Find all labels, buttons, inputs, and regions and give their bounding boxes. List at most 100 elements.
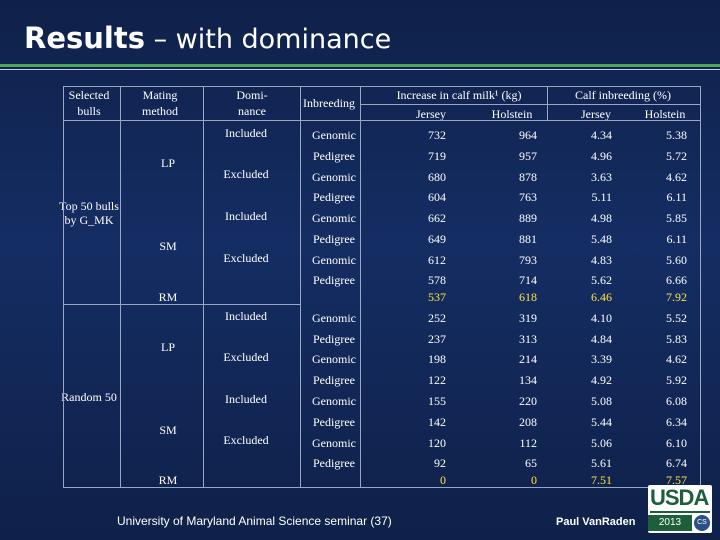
label-excluded: Excluded	[223, 350, 269, 364]
table-cell: 649	[428, 232, 446, 246]
table-cell: 5.11	[591, 190, 612, 204]
title-rule-thin	[0, 69, 720, 70]
table-grid-line	[63, 86, 64, 487]
title-sub: – with dominance	[144, 24, 392, 55]
label-genomic: Genomic	[312, 253, 356, 267]
table-cell: 5.85	[666, 211, 687, 225]
label-pedigree: Pedigree	[313, 456, 355, 470]
label-included: Included	[225, 392, 267, 406]
table-grid-line	[360, 86, 361, 487]
table-cell: 5.61	[591, 456, 612, 470]
table-cell-rm: 0	[440, 473, 446, 487]
table-cell: 604	[428, 190, 446, 204]
header-mating: Mating	[142, 88, 178, 102]
label-excluded: Excluded	[223, 167, 269, 181]
table-cell: 957	[519, 149, 537, 163]
table-cell-rm: 0	[531, 473, 537, 487]
table-cell: 6.08	[666, 394, 687, 408]
table-cell: 5.60	[666, 253, 687, 267]
table-cell: 319	[519, 311, 537, 325]
usda-logo-bar	[650, 511, 710, 513]
table-cell-rm: 7.92	[666, 290, 687, 304]
table-cell-rm: 7.51	[591, 473, 612, 487]
label-random50-sm: SM	[159, 423, 177, 437]
label-included: Included	[225, 209, 267, 223]
title-rule	[0, 64, 720, 67]
table-cell: 4.84	[591, 332, 612, 346]
table-grid-line	[63, 120, 700, 121]
label-genomic: Genomic	[312, 170, 356, 184]
table-cell: 964	[519, 128, 537, 142]
table-cell: 3.63	[591, 170, 612, 184]
header-jersey-inbreeding: Jersey	[581, 107, 611, 121]
label-excluded: Excluded	[223, 251, 269, 265]
table-cell: 889	[519, 211, 537, 225]
label-genomic: Genomic	[312, 436, 356, 450]
table-cell: 220	[519, 394, 537, 408]
table-cell: 4.34	[591, 128, 612, 142]
table-cell: 5.38	[666, 128, 687, 142]
table-grid-line	[63, 304, 300, 305]
table-cell: 793	[519, 253, 537, 267]
table-cell: 5.08	[591, 394, 612, 408]
usda-logo-text: USDA	[650, 485, 709, 510]
table-cell: 6.11	[666, 232, 687, 246]
table-cell: 6.10	[666, 436, 687, 450]
table-cell: 578	[428, 273, 446, 287]
table-cell-rm: 537	[428, 290, 446, 304]
table-cell: 65	[525, 456, 537, 470]
table-cell: 120	[428, 436, 446, 450]
table-cell: 92	[434, 456, 446, 470]
table-cell: 6.34	[666, 415, 687, 429]
table-grid-line	[700, 86, 701, 487]
header-holstein-inbreeding: Holstein	[644, 107, 686, 121]
table-cell: 142	[428, 415, 446, 429]
table-grid-line	[360, 104, 700, 105]
table-cell: 5.44	[591, 415, 612, 429]
slide-title: Results – with dominance	[24, 18, 391, 60]
table-cell: 112	[519, 436, 537, 450]
label-pedigree: Pedigree	[313, 232, 355, 246]
label-pedigree: Pedigree	[313, 190, 355, 204]
logo-year: 2013	[648, 515, 692, 531]
table-cell: 214	[519, 352, 537, 366]
table-cell-rm: 618	[519, 290, 537, 304]
table-cell: 155	[428, 394, 446, 408]
header-dominance-2: nance	[238, 104, 266, 118]
author-name: Paul VanRaden	[556, 516, 636, 528]
label-excluded: Excluded	[223, 433, 269, 447]
table-cell: 313	[519, 332, 537, 346]
seal-icon: CS	[694, 515, 710, 531]
table-cell: 6.11	[666, 190, 687, 204]
table-cell: 714	[519, 273, 537, 287]
label-genomic: Genomic	[312, 311, 356, 325]
header-holstein-milk: Holstein	[491, 107, 533, 121]
header-calf-inbreeding: Calf inbreeding (%)	[575, 88, 671, 102]
table-cell: 4.62	[666, 170, 687, 184]
header-selected: Selected	[68, 88, 110, 102]
header-jersey-milk: Jersey	[416, 107, 446, 121]
table-cell: 5.72	[666, 149, 687, 163]
table-cell: 4.92	[591, 373, 612, 387]
table-cell: 3.39	[591, 352, 612, 366]
label-pedigree: Pedigree	[313, 373, 355, 387]
table-grid-line	[120, 86, 121, 487]
table-cell: 6.66	[666, 273, 687, 287]
table-cell: 4.98	[591, 211, 612, 225]
table-cell: 237	[428, 332, 446, 346]
table-cell: 5.62	[591, 273, 612, 287]
table-cell: 732	[428, 128, 446, 142]
label-pedigree: Pedigree	[313, 273, 355, 287]
table-cell: 4.10	[591, 311, 612, 325]
table-cell-rm: 7.57	[666, 473, 687, 487]
header-inbreeding: Inbreeding	[303, 96, 355, 110]
header-selected-2: bulls	[77, 104, 101, 118]
table-cell: 878	[519, 170, 537, 184]
header-increase-milk: Increase in calf milk¹ (kg)	[396, 88, 522, 102]
table-grid-line	[203, 86, 204, 487]
table-cell: 134	[519, 373, 537, 387]
table-cell: 4.62	[666, 352, 687, 366]
label-pedigree: Pedigree	[313, 415, 355, 429]
label-top50-rm: RM	[158, 290, 178, 304]
label-random50-lp: LP	[160, 340, 176, 354]
